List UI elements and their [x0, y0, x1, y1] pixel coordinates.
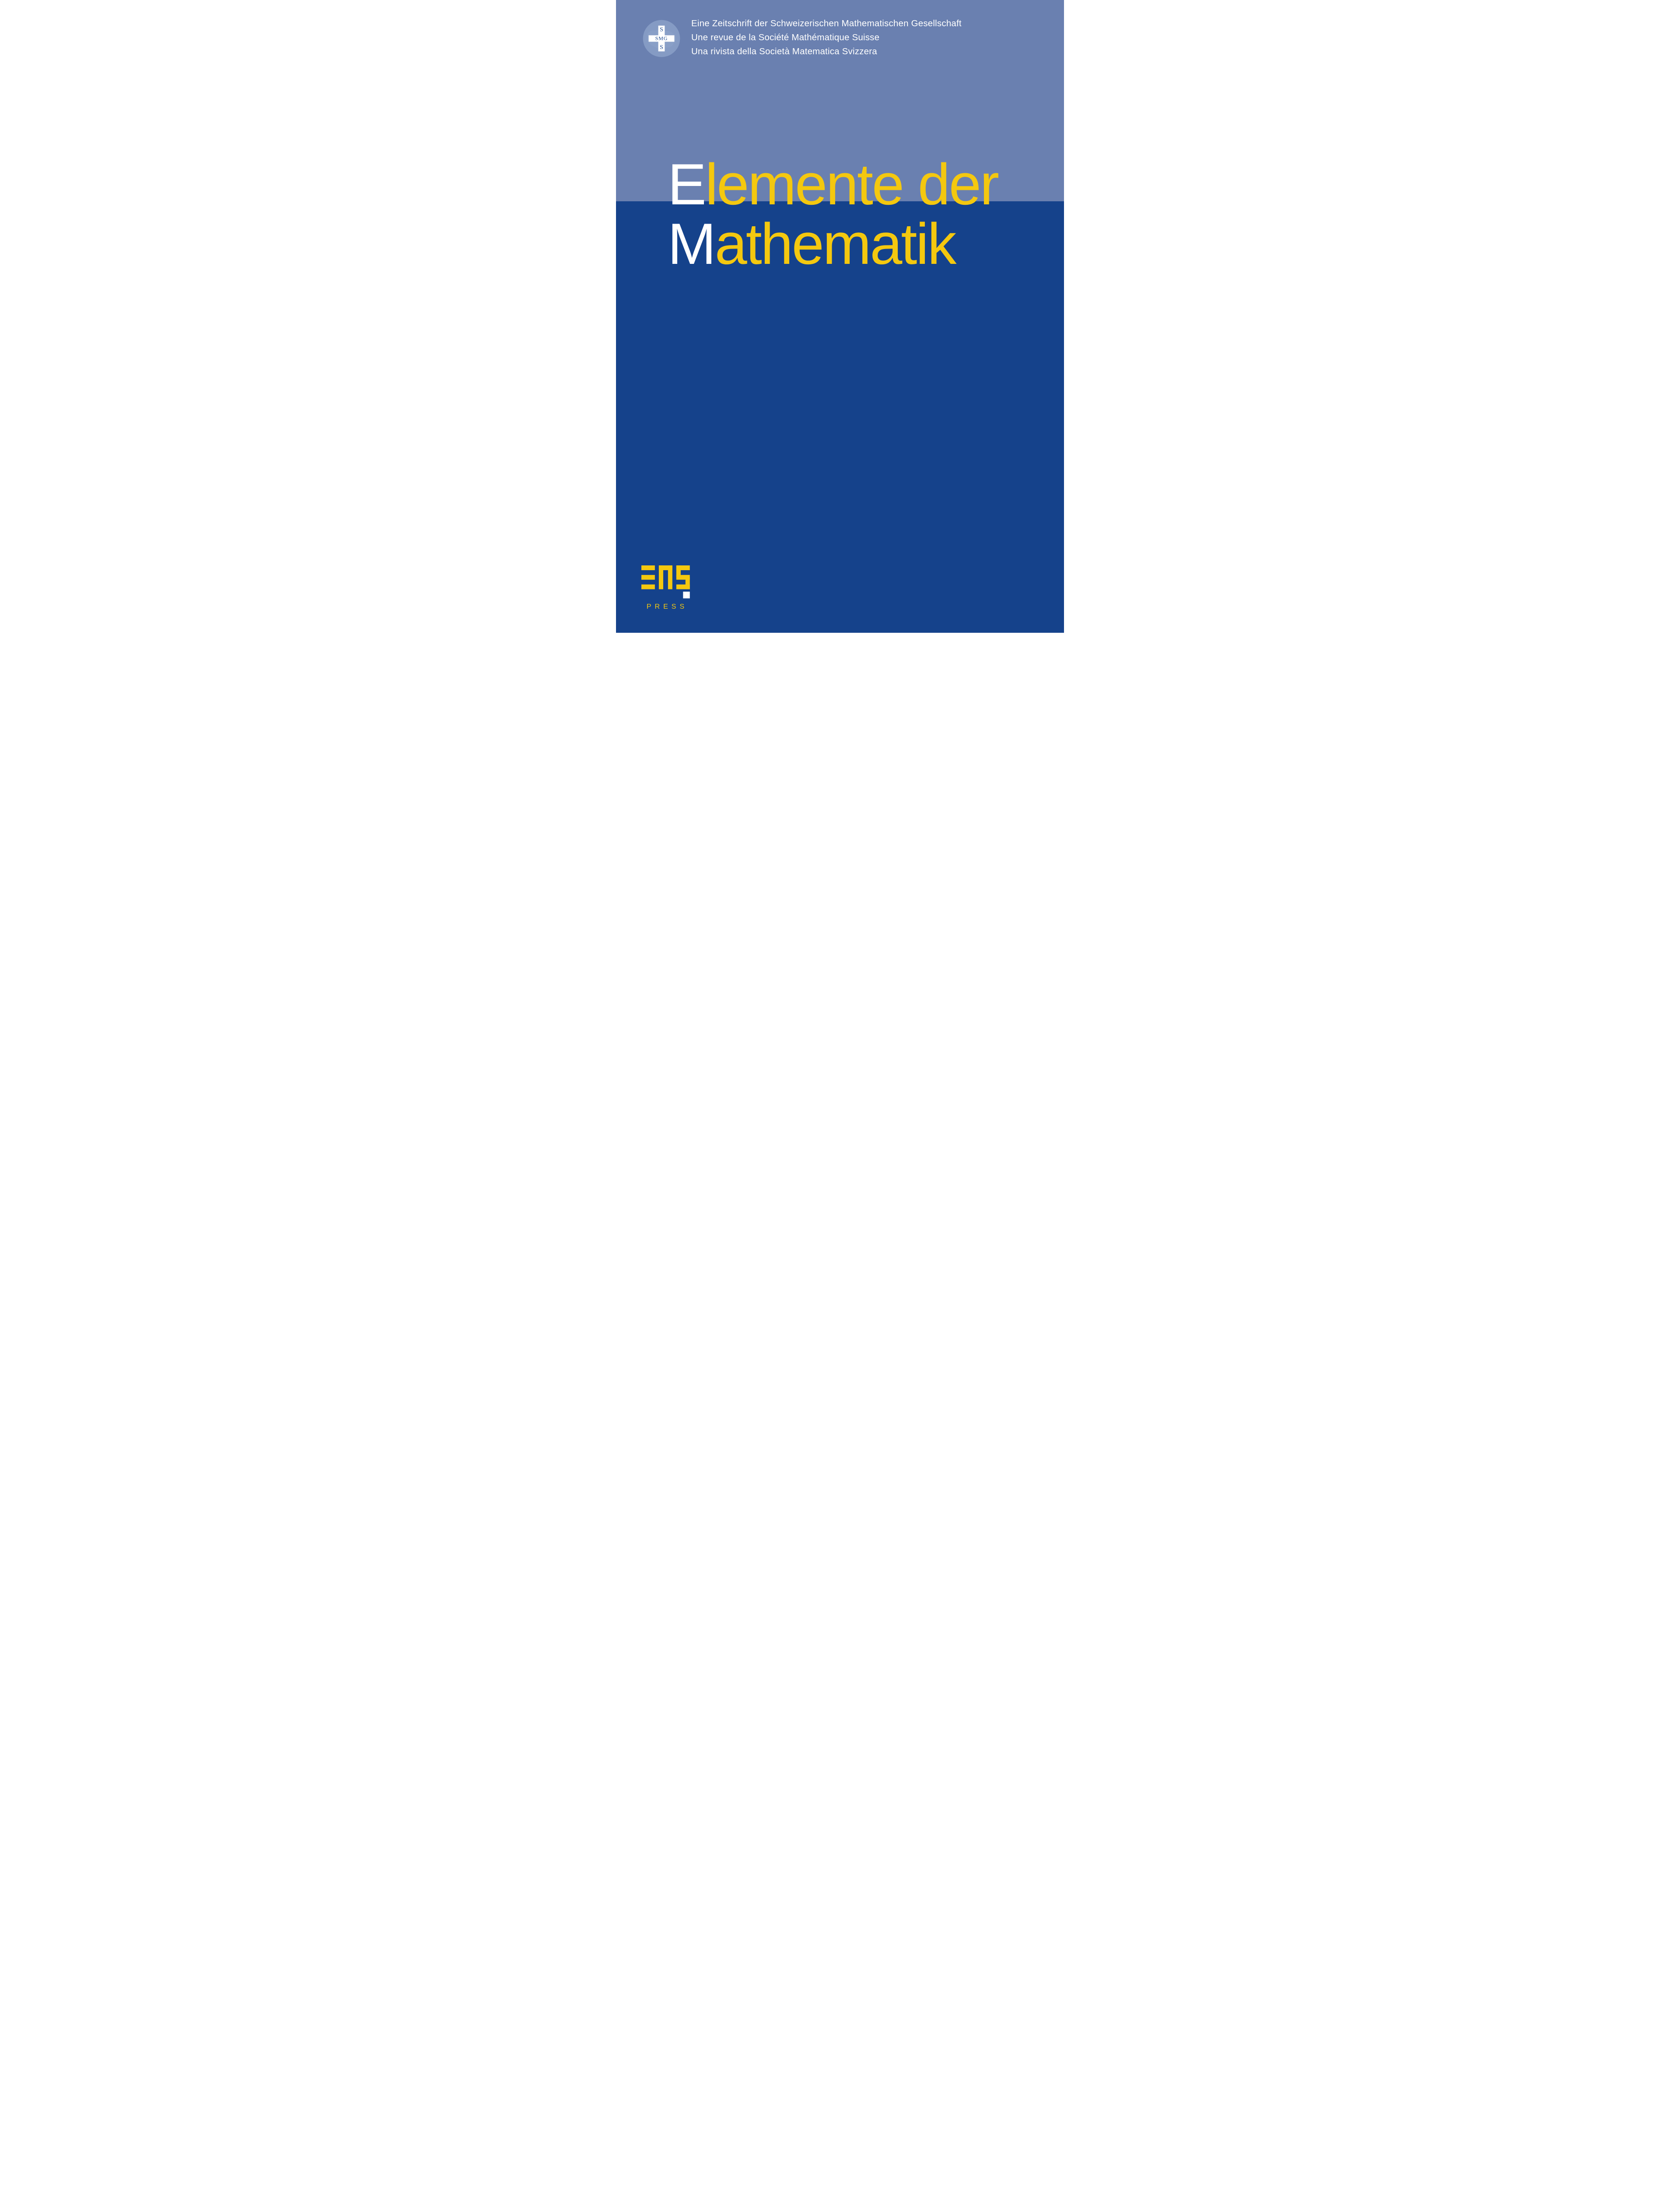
ems-press-icon — [641, 565, 693, 600]
title-line-2: Mathematik — [668, 215, 1055, 274]
subtitle-block: Eine Zeitschrift der Schweizerischen Mat… — [691, 17, 1046, 58]
title-rest-1: lemente der — [705, 152, 998, 217]
journal-cover: S SMG S Eine Zeitschrift der Schweizeris… — [616, 0, 1064, 633]
subtitle-line-fr: Une revue de la Société Mathématique Sui… — [691, 31, 1046, 45]
title-initial-2: M — [668, 212, 715, 277]
title-initial-1: E — [668, 152, 705, 217]
subtitle-line-de: Eine Zeitschrift der Schweizerischen Mat… — [691, 17, 1046, 31]
publisher-logo: PRESS — [641, 565, 693, 611]
sms-logo-icon: S SMG S — [641, 18, 682, 59]
svg-text:S: S — [660, 44, 663, 50]
svg-text:S: S — [660, 26, 663, 32]
title-rest-2: athematik — [715, 212, 956, 277]
sms-logo: S SMG S — [641, 18, 682, 59]
journal-title: Elemente der Mathematik — [668, 155, 1055, 274]
publisher-label: PRESS — [641, 603, 693, 611]
title-line-1: Elemente der — [668, 155, 1055, 215]
subtitle-line-it: Una rivista della Società Matematica Svi… — [691, 45, 1046, 59]
svg-text:SMG: SMG — [655, 35, 668, 42]
